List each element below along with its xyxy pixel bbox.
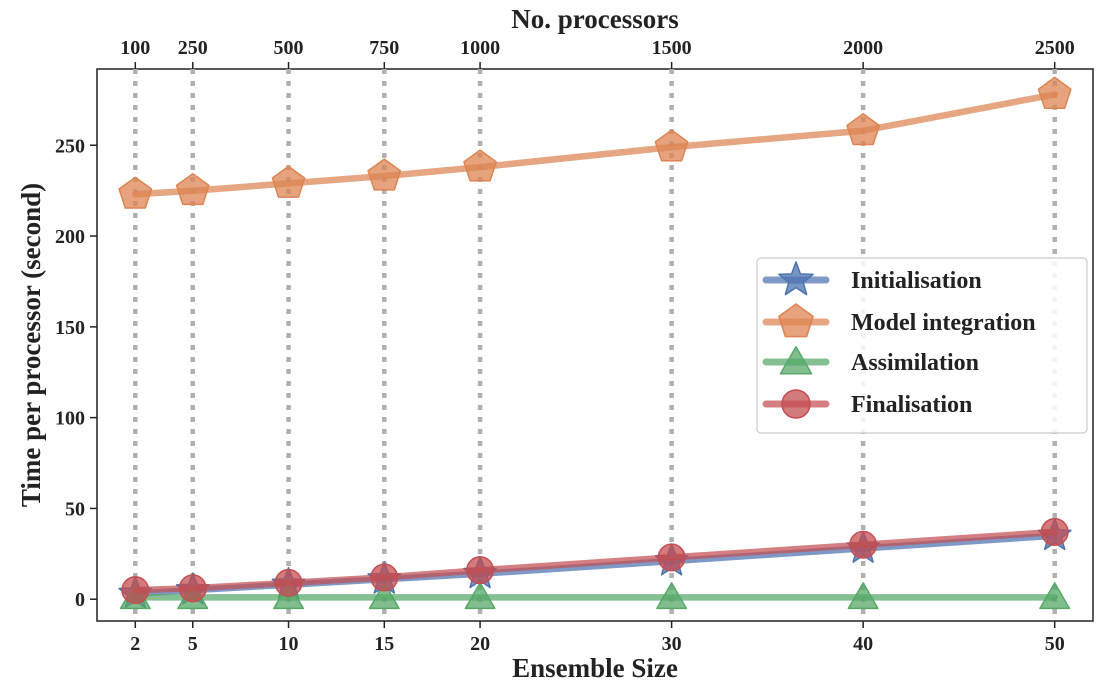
data-point-assimilation: [368, 582, 400, 610]
data-point-model-integration: [846, 112, 881, 146]
top-tick-label: 100: [120, 37, 150, 59]
legend-marker: [778, 261, 814, 296]
y-tick-label: 200: [55, 226, 85, 248]
x-tick-label: 20: [470, 633, 490, 655]
top-tick-label: 250: [178, 37, 208, 59]
legend-entry-model-integration: Model integration: [762, 303, 1036, 338]
data-point-finalisation: [657, 543, 686, 572]
axes: 2100525010500157502010003015004020005025…: [55, 37, 1075, 655]
legend-entry-assimilation: Assimilation: [762, 345, 979, 376]
legend-label: Initialisation: [851, 268, 982, 294]
legend-entry-initialisation: Initialisation: [762, 261, 982, 296]
top-tick-label: 2500: [1035, 37, 1075, 59]
top-axis-title: No. processors: [511, 4, 678, 34]
x-axis-title: Ensemble Size: [512, 653, 678, 683]
top-tick-label: 1500: [652, 37, 692, 59]
series-model-integration: [118, 76, 1072, 209]
data-point-finalisation: [370, 563, 399, 592]
x-tick-label: 5: [188, 633, 198, 655]
data-point-model-integration: [463, 149, 497, 182]
y-axis-title: Time per processor (second): [16, 183, 46, 507]
data-point-assimilation: [656, 582, 688, 610]
legend: Initialisation Model integration Assimilat…: [756, 257, 1088, 434]
data-point-assimilation: [1039, 582, 1071, 610]
x-tick-label: 40: [853, 633, 873, 655]
data-point-assimilation: [464, 582, 496, 610]
data-point-model-integration: [271, 165, 306, 198]
y-tick-label: 250: [55, 135, 85, 157]
legend-label: Finalisation: [851, 392, 972, 418]
data-point-finalisation: [121, 576, 150, 605]
top-tick-label: 2000: [843, 37, 883, 59]
y-tick-label: 100: [55, 408, 85, 430]
data-point-finalisation: [1040, 518, 1069, 547]
legend-entry-finalisation: Finalisation: [762, 389, 972, 419]
top-tick-label: 500: [274, 37, 304, 59]
series-line-finalisation: [132, 528, 1058, 594]
x-tick-label: 50: [1045, 633, 1065, 655]
x-tick-label: 10: [279, 633, 299, 655]
y-tick-label: 0: [75, 589, 85, 611]
series-line-model-integration: [132, 91, 1058, 198]
legend-marker: [779, 345, 813, 375]
data-point-finalisation: [466, 556, 495, 585]
data-point-model-integration: [1037, 76, 1072, 109]
top-tick-label: 750: [369, 37, 399, 59]
data-point-model-integration: [118, 176, 153, 209]
data-point-assimilation: [847, 582, 879, 610]
y-tick-label: 50: [65, 498, 85, 520]
y-tick-label: 150: [55, 317, 85, 339]
series-group: [118, 76, 1072, 610]
data-point-model-integration: [175, 172, 210, 206]
legend-frame: [756, 257, 1088, 434]
legend-marker: [781, 389, 811, 419]
series-finalisation: [121, 518, 1069, 605]
x-tick-label: 30: [662, 633, 682, 655]
data-point-model-integration: [654, 129, 689, 162]
legend-marker: [778, 303, 814, 338]
data-point-model-integration: [367, 158, 402, 191]
x-tick-label: 15: [374, 633, 394, 655]
data-point-finalisation: [178, 574, 207, 603]
data-point-finalisation: [849, 530, 878, 559]
legend-label: Model integration: [851, 310, 1036, 336]
data-point-finalisation: [274, 568, 303, 597]
x-tick-label: 2: [130, 633, 140, 655]
legend-label: Assimilation: [851, 350, 979, 376]
top-tick-label: 1000: [460, 37, 500, 59]
